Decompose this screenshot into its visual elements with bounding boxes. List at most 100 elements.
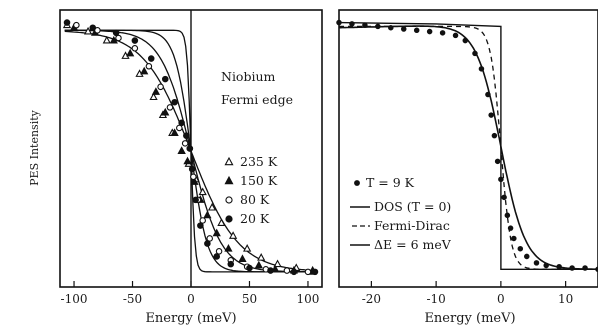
left-tick-label-4: 100: [297, 292, 320, 306]
left-markers: [62, 19, 319, 276]
right-point-26: [556, 263, 562, 270]
left-point-0-15: [243, 244, 252, 252]
left-legend-marker-0: [224, 156, 234, 166]
right-point-21: [511, 235, 517, 242]
right-tick-label-1: -10: [426, 292, 445, 306]
left-point-3-17: [267, 267, 274, 274]
left-point-2-10: [190, 173, 197, 181]
left-point-1-12: [203, 210, 212, 219]
left-point-0-13: [217, 218, 226, 226]
left-point-3-1: [89, 24, 97, 31]
right-point-13: [485, 91, 491, 98]
left-point-0-17: [273, 259, 282, 268]
left-point-2-12: [199, 217, 206, 224]
left-point-0-2: [102, 35, 111, 44]
left-point-1-13: [212, 228, 221, 237]
left-point-0-1: [83, 26, 93, 35]
right-point-2: [362, 22, 368, 28]
left-point-3-12: [197, 222, 204, 229]
left-point-2-7: [176, 124, 183, 132]
right-point-0: [336, 19, 342, 26]
left-point-2-4: [145, 62, 153, 70]
right-fermi-dirac-line: [339, 25, 598, 270]
left-point-3-0: [63, 19, 71, 26]
right-point-27: [569, 265, 575, 271]
left-point-2-3: [131, 44, 139, 52]
left-point-0-14: [228, 231, 238, 239]
right-point-15: [491, 132, 498, 139]
right-point-7: [426, 28, 433, 35]
right-point-3: [375, 23, 381, 30]
left-point-0-16: [257, 253, 266, 261]
left-legend-label-3: 20 K: [240, 211, 270, 226]
right-point-23: [524, 253, 530, 260]
left-point-3-16: [246, 264, 253, 272]
right-legend: T = 9 K DOS (T = 0) Fermi-Dirac ΔE = 6 meV: [350, 175, 452, 252]
right-point-18: [501, 194, 507, 201]
left-point-3-9: [186, 145, 194, 152]
right-curves: [338, 21, 598, 271]
left-point-2-8: [181, 140, 189, 147]
left-point-2-13: [206, 235, 213, 242]
right-legend-label-0: T = 9 K: [366, 175, 415, 190]
right-point-17: [498, 176, 504, 183]
right-point-16: [494, 158, 501, 165]
left-tick-label-3: 50: [242, 292, 257, 306]
right-point-28: [582, 265, 588, 271]
left-point-1-2: [109, 35, 118, 44]
left-point-3-3: [131, 37, 139, 44]
left-point-3-8: [183, 132, 190, 139]
left-point-3-5: [161, 75, 169, 83]
left-point-3-15: [227, 260, 235, 268]
right-tick-label-2: 0: [497, 292, 505, 306]
right-dos-step-line: [338, 21, 598, 270]
left-point-3-14: [213, 253, 221, 260]
left-point-1-8: [177, 146, 186, 155]
left-point-3-4: [147, 55, 155, 62]
left-point-1-9: [183, 156, 192, 165]
left-point-2-19: [304, 268, 312, 276]
left-point-1-14: [224, 244, 233, 252]
right-point-5: [400, 26, 407, 32]
left-legend-label-2: 80 K: [240, 192, 270, 207]
annotation-fermi-edge: Fermi edge: [221, 92, 293, 107]
left-point-3-7: [178, 119, 185, 127]
left-point-2-6: [166, 104, 174, 111]
right-tick-label-3: 10: [558, 292, 573, 306]
right-point-12: [478, 66, 485, 72]
left-x-axis-label: Energy (meV): [145, 311, 236, 326]
left-panel: -100 -50 0 50 100 Energy (meV) Niobium Fermi…: [59, 9, 323, 326]
left-point-1-3: [126, 48, 135, 57]
right-legend-label-2: Fermi-Dirac: [374, 218, 450, 233]
left-point-1-7: [170, 128, 179, 137]
y-axis-label: PES Intensity: [28, 109, 41, 185]
left-legend-marker-2: [225, 196, 233, 204]
left-legend-label-1: 150 K: [240, 173, 278, 188]
right-x-axis-label: Energy (meV): [424, 311, 515, 326]
left-point-3-13: [204, 240, 211, 247]
left-point-1-4: [140, 66, 149, 75]
left-point-2-14: [215, 248, 223, 255]
left-tick-label-2: 0: [187, 292, 195, 306]
right-point-20: [507, 225, 514, 231]
right-legend-label-1: DOS (T = 0): [374, 199, 451, 214]
right-markers: [336, 19, 598, 273]
right-point-11: [472, 50, 478, 57]
left-point-3-19: [311, 268, 319, 276]
left-point-0-5: [149, 92, 158, 101]
right-legend-marker-0: [354, 180, 360, 186]
left-point-3-11: [192, 196, 199, 204]
left-point-0-12: [207, 202, 217, 211]
left-point-1-15: [238, 254, 247, 262]
right-point-22: [517, 245, 524, 252]
left-point-3-6: [171, 98, 178, 106]
left-point-3-18: [290, 268, 298, 276]
left-legend-label-0: 235 K: [240, 154, 278, 169]
annotation-niobium: Niobium: [221, 69, 276, 84]
left-point-1-10: [190, 177, 199, 185]
left-point-2-5: [157, 83, 164, 91]
right-point-8: [439, 30, 446, 36]
left-point-2-0: [73, 21, 80, 29]
right-point-9: [452, 32, 459, 39]
